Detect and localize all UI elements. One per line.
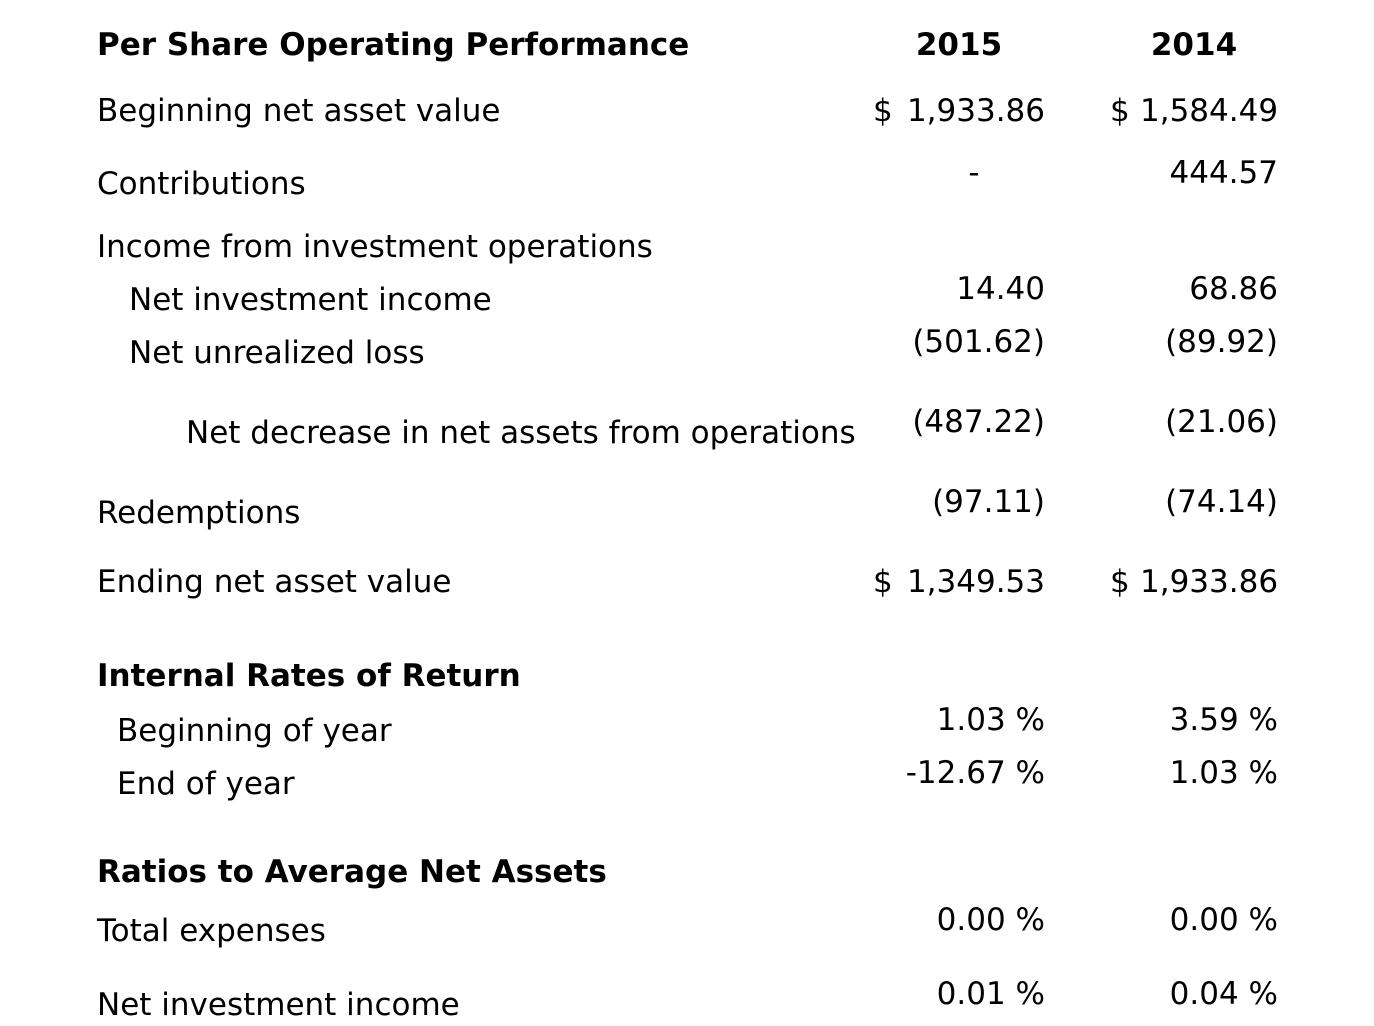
- currency-symbol: [873, 752, 903, 794]
- currency-symbol: [873, 699, 903, 741]
- value-2015: (501.62): [912, 324, 1045, 360]
- cell-2014: 0.04 %: [1110, 973, 1278, 1015]
- table-row: Beginning of year 1.03 % 3.59 %: [0, 699, 1374, 752]
- cell-2015: (501.62): [873, 321, 1045, 363]
- currency-symbol: [1110, 268, 1140, 310]
- cell-2014: $ 1,933.86: [1110, 561, 1278, 603]
- value-2014: 0.04 %: [1169, 976, 1278, 1012]
- currency-symbol: [873, 899, 903, 941]
- table-row: Net investment income 14.40 68.86: [0, 268, 1374, 321]
- value-2014: 68.86: [1189, 271, 1278, 307]
- currency-symbol: [1110, 401, 1140, 443]
- currency-symbol: [1110, 152, 1140, 194]
- table-row: Net investment income 0.01 % 0.04 %: [0, 973, 1374, 1026]
- table-header-row: Per Share Operating Performance 2015 201…: [0, 24, 1374, 66]
- row-label: Net investment income: [97, 987, 460, 1023]
- row-label: Net decrease in net assets from operatio…: [186, 415, 856, 451]
- value-2014: (74.14): [1165, 484, 1278, 520]
- value-2014: 1,933.86: [1140, 564, 1279, 600]
- currency-symbol: [1110, 752, 1140, 794]
- cell-2015: 14.40: [873, 268, 1045, 310]
- currency-symbol: [1110, 973, 1140, 1015]
- currency-symbol: [873, 481, 903, 523]
- currency-symbol: [1110, 699, 1140, 741]
- value-2015: (97.11): [932, 484, 1045, 520]
- value-2015: -12.67 %: [905, 755, 1045, 791]
- currency-symbol: [873, 321, 903, 363]
- currency-symbol: $: [1110, 564, 1130, 600]
- currency-symbol: [1110, 481, 1140, 523]
- value-2015: 1.03 %: [936, 702, 1045, 738]
- table-row: Contributions - 444.57: [0, 152, 1374, 205]
- row-label: End of year: [117, 766, 295, 802]
- table-row: End of year -12.67 % 1.03 %: [0, 752, 1374, 805]
- cell-2015: 0.00 %: [873, 899, 1045, 941]
- value-2014: 1,584.49: [1140, 93, 1279, 129]
- currency-symbol: $: [873, 564, 893, 600]
- section-title: Internal Rates of Return: [97, 658, 521, 694]
- cell-2015: (487.22): [873, 401, 1045, 443]
- row-label: Net unrealized loss: [129, 335, 425, 371]
- value-2014: (89.92): [1165, 324, 1278, 360]
- table-title: Per Share Operating Performance: [97, 27, 690, 63]
- cell-2014: (74.14): [1110, 481, 1278, 523]
- value-2015: 1,933.86: [906, 93, 1045, 129]
- cell-2014: 1.03 %: [1110, 752, 1278, 794]
- cell-2014: (89.92): [1110, 321, 1278, 363]
- section-header-row: Ratios to Average Net Assets: [0, 851, 1374, 893]
- row-label: Beginning of year: [117, 713, 392, 749]
- value-2015: 1,349.53: [906, 564, 1045, 600]
- value-2015: (487.22): [912, 404, 1045, 440]
- year-header-2015: 2015: [915, 27, 1003, 63]
- section-header-row: Internal Rates of Return: [0, 655, 1374, 697]
- table-row: Net unrealized loss (501.62) (89.92): [0, 321, 1374, 374]
- value-2014: 3.59 %: [1169, 702, 1278, 738]
- value-2015: -: [968, 155, 980, 191]
- cell-2015: -12.67 %: [873, 752, 1045, 794]
- table-row: Beginning net asset value $ 1,933.86 $ 1…: [0, 90, 1374, 132]
- currency-symbol: [873, 973, 903, 1015]
- table-row: Net decrease in net assets from operatio…: [0, 401, 1374, 454]
- row-label: Ending net asset value: [97, 564, 452, 600]
- table-row: Total expenses 0.00 % 0.00 %: [0, 899, 1374, 952]
- value-2015: 0.00 %: [936, 902, 1045, 938]
- table-row: Ending net asset value $ 1,349.53 $ 1,93…: [0, 561, 1374, 603]
- currency-symbol: [873, 268, 903, 310]
- value-2014: (21.06): [1165, 404, 1278, 440]
- currency-symbol: [873, 401, 903, 443]
- cell-2014: (21.06): [1110, 401, 1278, 443]
- cell-2014: 68.86: [1110, 268, 1278, 310]
- currency-symbol: $: [873, 93, 893, 129]
- value-2014: 444.57: [1169, 155, 1278, 191]
- currency-symbol: $: [1110, 93, 1130, 129]
- currency-symbol: [873, 152, 903, 194]
- currency-symbol: [1110, 899, 1140, 941]
- cell-2014: $ 1,584.49: [1110, 90, 1278, 132]
- cell-2015: 0.01 %: [873, 973, 1045, 1015]
- cell-2015: -: [873, 152, 1045, 194]
- table-row: Redemptions (97.11) (74.14): [0, 481, 1374, 534]
- value-2015: 14.40: [956, 271, 1045, 307]
- cell-2015: $ 1,349.53: [873, 561, 1045, 603]
- row-label: Contributions: [97, 166, 306, 202]
- table-row: Income from investment operations: [0, 226, 1374, 268]
- currency-symbol: [1110, 321, 1140, 363]
- cell-2014: 3.59 %: [1110, 699, 1278, 741]
- row-label: Income from investment operations: [97, 229, 653, 265]
- value-2014: 1.03 %: [1169, 755, 1278, 791]
- section-title: Ratios to Average Net Assets: [97, 854, 607, 890]
- row-label: Redemptions: [97, 495, 301, 531]
- value-2015: 0.01 %: [936, 976, 1045, 1012]
- cell-2014: 0.00 %: [1110, 899, 1278, 941]
- row-label: Beginning net asset value: [97, 93, 501, 129]
- value-2014: 0.00 %: [1169, 902, 1278, 938]
- cell-2014: 444.57: [1110, 152, 1278, 194]
- year-header-2014: 2014: [1150, 27, 1238, 63]
- row-label: Net investment income: [129, 282, 492, 318]
- cell-2015: (97.11): [873, 481, 1045, 523]
- cell-2015: $ 1,933.86: [873, 90, 1045, 132]
- cell-2015: 1.03 %: [873, 699, 1045, 741]
- row-label: Total expenses: [97, 913, 326, 949]
